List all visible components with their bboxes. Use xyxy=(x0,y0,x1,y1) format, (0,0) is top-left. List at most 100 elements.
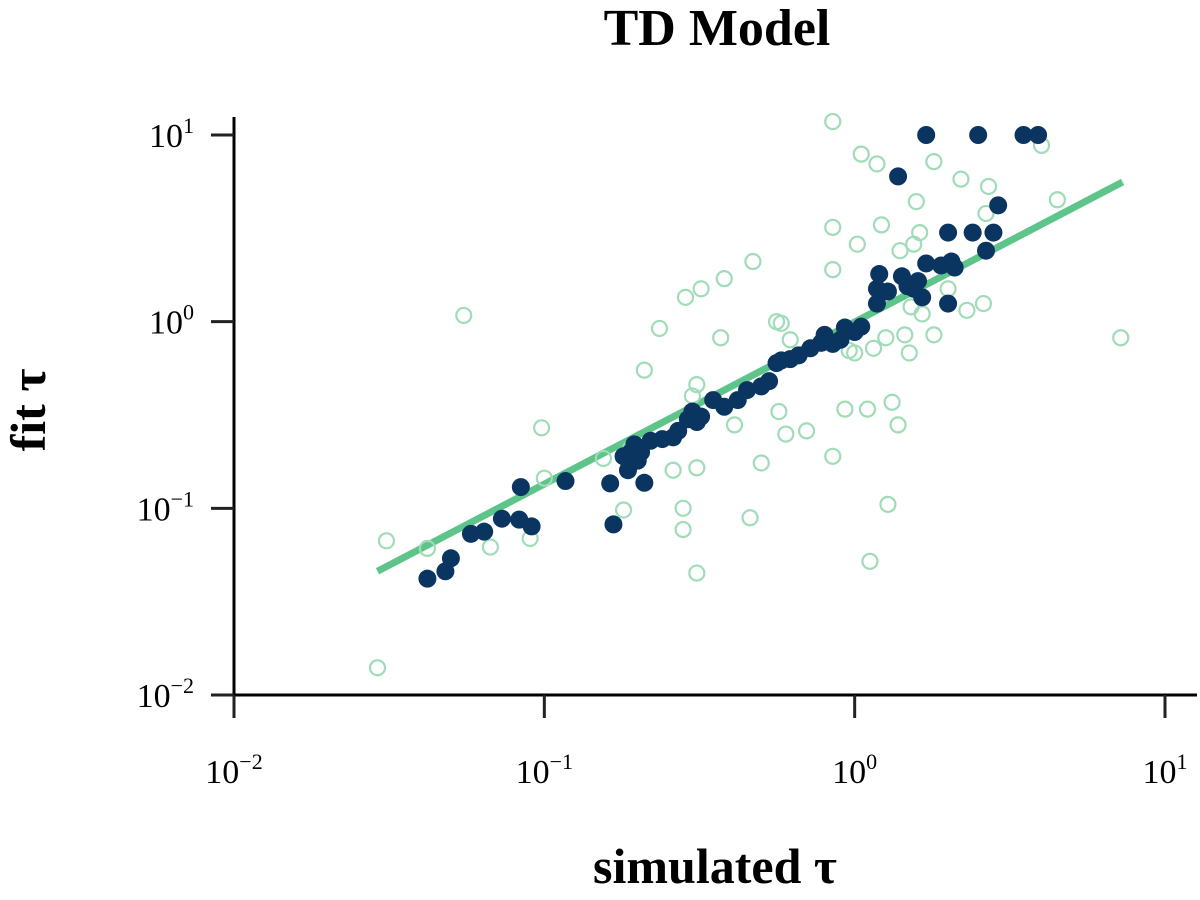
open-point xyxy=(418,539,437,558)
open-point xyxy=(846,344,864,362)
open-point xyxy=(712,329,730,347)
x-tick-label: 10−2 xyxy=(205,749,262,791)
filled-point xyxy=(867,294,886,313)
open-point xyxy=(1048,191,1066,209)
filled-point xyxy=(492,509,511,528)
open-point xyxy=(907,192,925,211)
open-point xyxy=(872,216,891,234)
filled-point xyxy=(461,524,480,543)
y-axis-label: fit τ xyxy=(0,369,56,452)
filled-point xyxy=(969,126,988,144)
open-point xyxy=(688,376,706,394)
open-point xyxy=(455,306,473,325)
x-tick-label: 100 xyxy=(832,749,877,791)
open-point xyxy=(824,447,842,465)
filled-point xyxy=(1029,126,1048,144)
filled-point xyxy=(738,381,757,400)
y-ticks: 10−2 10−1 100 101 xyxy=(137,113,234,715)
open-point xyxy=(877,329,895,347)
filled-point xyxy=(917,126,936,144)
filled-point xyxy=(475,522,494,541)
y-tick-label: 101 xyxy=(149,113,194,155)
filled-point xyxy=(909,272,928,291)
open-point xyxy=(891,242,909,260)
filled-point xyxy=(511,478,530,497)
open-point xyxy=(741,509,759,527)
open-point xyxy=(864,339,883,357)
open-point xyxy=(368,659,387,677)
open-point xyxy=(535,469,553,487)
open-point xyxy=(594,449,612,468)
open-point xyxy=(744,252,762,271)
open-point xyxy=(752,454,770,472)
filled-point xyxy=(601,474,620,493)
chart-title: TD Model xyxy=(604,0,831,57)
open-point xyxy=(900,344,918,362)
open-point xyxy=(688,459,706,477)
open-point xyxy=(913,305,931,323)
filled-point xyxy=(917,254,936,273)
open-point xyxy=(905,235,923,253)
filled-point xyxy=(760,372,779,391)
open-point xyxy=(952,170,970,188)
filled-point xyxy=(889,167,908,186)
open-point xyxy=(674,499,692,517)
x-ticks: 10−2 10−1 100 101 xyxy=(205,695,1188,791)
filled-point xyxy=(945,258,964,277)
open-point xyxy=(974,294,993,313)
open-point xyxy=(715,270,733,288)
filled-point xyxy=(441,549,460,568)
open-point xyxy=(692,280,710,298)
open-point xyxy=(674,520,692,539)
open-point xyxy=(533,419,551,437)
open-point xyxy=(896,326,914,344)
open-point xyxy=(852,145,870,163)
y-tick-label: 10−1 xyxy=(137,486,194,528)
open-point xyxy=(676,288,695,306)
filled-point xyxy=(878,282,897,301)
filled-point xyxy=(852,317,871,336)
open-point xyxy=(836,400,854,418)
filled-point xyxy=(913,288,932,307)
filled-point xyxy=(556,472,575,491)
open-point xyxy=(858,400,877,418)
filled-point xyxy=(604,515,623,534)
y-tick-label: 10−2 xyxy=(137,673,194,715)
open-point xyxy=(824,218,842,236)
open-point xyxy=(824,112,842,131)
x-axis-label: simulated τ xyxy=(593,838,837,894)
points-layer xyxy=(368,112,1130,677)
open-point xyxy=(868,155,886,173)
filled-point xyxy=(977,241,996,260)
filled-point xyxy=(939,223,958,242)
open-point xyxy=(481,538,499,556)
open-point xyxy=(377,532,396,550)
open-point xyxy=(781,331,799,349)
open-point xyxy=(772,314,790,332)
open-point xyxy=(848,235,866,253)
open-point xyxy=(797,422,816,440)
open-point xyxy=(879,495,897,513)
open-point xyxy=(979,177,998,196)
filled-point xyxy=(984,223,1003,242)
open-point xyxy=(889,416,907,434)
open-point xyxy=(777,425,795,443)
open-point xyxy=(725,416,744,434)
open-point xyxy=(911,224,929,242)
filled-point xyxy=(635,473,654,492)
open-point xyxy=(958,301,976,319)
filled-point xyxy=(989,196,1008,215)
open-point xyxy=(1112,329,1130,347)
filled-point xyxy=(963,223,982,242)
open-point xyxy=(925,153,943,171)
open-point xyxy=(688,564,706,582)
filled-point xyxy=(692,407,711,426)
filled-point xyxy=(939,294,958,313)
filled-point xyxy=(870,265,889,284)
open-point xyxy=(664,461,682,479)
y-tick-label: 100 xyxy=(149,300,194,342)
open-point xyxy=(635,361,653,379)
open-point xyxy=(770,402,788,421)
open-point xyxy=(650,319,669,338)
